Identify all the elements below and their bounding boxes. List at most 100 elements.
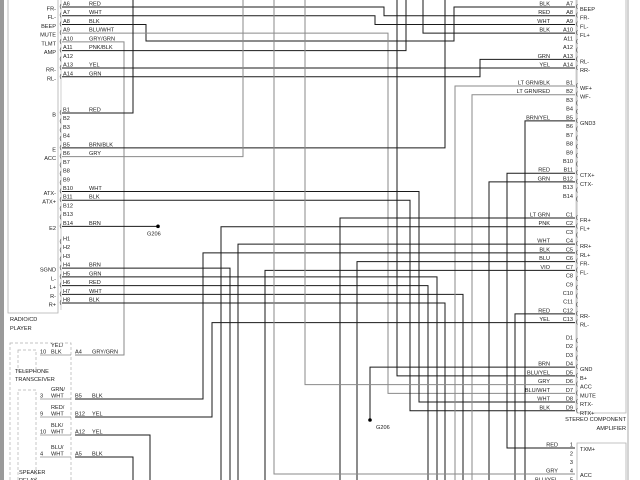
wire <box>369 366 575 420</box>
connector-mark: ( <box>576 179 578 185</box>
speaker_relay-wire-color: BLU/ <box>51 445 64 451</box>
amplifier-wire-color: BLK <box>539 28 550 34</box>
radio-pin-function: SGND <box>40 268 56 274</box>
connector-mark: ( <box>576 232 578 238</box>
wire <box>62 302 446 480</box>
wire <box>62 285 429 480</box>
speaker_relay-wire-color: WHT <box>51 430 64 436</box>
radio-pin-label: A9 <box>63 28 70 34</box>
wire <box>62 6 575 42</box>
amplifier-pin-label: C10 <box>563 291 573 297</box>
connector-mark: ( <box>576 241 578 247</box>
amplifier-pin-function: RR+ <box>580 244 591 250</box>
amplifier-pin-label: B4 <box>566 107 573 113</box>
amplifier-wire-color: BLU <box>539 256 550 262</box>
connector-mark: ( <box>576 170 578 176</box>
radio-pin-label: B14 <box>63 221 73 227</box>
connector-mark: ( <box>60 48 62 54</box>
connector-mark: ( <box>60 248 62 254</box>
amplifier-pin-function: CTX- <box>580 182 593 188</box>
radio-pin-label: H1 <box>63 237 70 243</box>
connector-mark: ( <box>60 223 62 229</box>
wire <box>471 94 575 480</box>
radio-pin-label: H7 <box>63 289 70 295</box>
connector-mark: ( <box>60 256 62 262</box>
radio-pin-label: B5 <box>63 142 70 148</box>
amplifier-pin-label: C3 <box>566 230 573 236</box>
radio-pin-function: R- <box>50 294 56 300</box>
amplifier-pin-function: MUTE <box>580 393 596 399</box>
amplifier-pin-label: D9 <box>566 405 573 411</box>
connector-mark: ( <box>576 320 578 326</box>
radio-pin-function: MUTE <box>40 33 56 39</box>
radio-pin-label: B3 <box>63 125 70 131</box>
txm-pin-function: ACC <box>580 473 592 479</box>
amplifier-box <box>576 0 627 414</box>
wire <box>62 32 575 394</box>
speaker_relay-connector-pin: B12 <box>75 412 85 418</box>
connector-mark: ( <box>60 65 62 71</box>
amplifier-wire-color: YEL <box>539 63 550 69</box>
radio-wire-color: BRN/BLK <box>89 142 113 148</box>
wire <box>62 0 134 114</box>
amplifier-pin-function: GND <box>580 367 592 373</box>
wire <box>75 456 134 480</box>
amplifier-pin-label: A14 <box>563 63 573 69</box>
speaker_relay-pin-label: 3 <box>40 394 43 400</box>
speaker_relay-wire-color: WHT <box>51 412 64 418</box>
wire <box>304 0 575 386</box>
amplifier-pin-label: B12 <box>563 176 573 182</box>
amplifier-pin-function: CTX+ <box>580 173 594 179</box>
wire <box>62 0 244 158</box>
amplifier-pin-function: FR- <box>580 262 589 268</box>
txm-pin-label: 2 <box>570 452 573 458</box>
connector-mark: ( <box>576 196 578 202</box>
ground-label: G206 <box>147 231 161 237</box>
wire <box>524 120 575 480</box>
radio-pin-function: R+ <box>49 303 56 309</box>
connector-mark: ( <box>576 347 578 353</box>
radio-pin-function: RL- <box>47 76 56 82</box>
connector-mark: ( <box>576 364 578 370</box>
amplifier-pin-label: B5 <box>566 115 573 121</box>
telephone-wire-color: BLK <box>51 350 62 356</box>
connector-mark: ( <box>60 206 62 212</box>
amplifier-pin-label: C8 <box>566 274 573 280</box>
amplifier-pin-function: FR+ <box>580 218 591 224</box>
amplifier-pin-function: WF+ <box>580 86 592 92</box>
radio-name: RADIO/CD <box>10 317 37 323</box>
radio-pin-label: A11 <box>63 45 73 51</box>
txm-pin-function: TXM+ <box>580 447 595 453</box>
txm-pin-label: 3 <box>570 460 573 466</box>
connector-mark: ( <box>576 161 578 167</box>
txm-wire-color: GRY <box>546 469 558 475</box>
radio-pin-label: B7 <box>63 160 70 166</box>
amplifier-pin-label: B6 <box>566 124 573 130</box>
radio-pin-label: H4 <box>63 263 70 269</box>
telephone-name: TELEPHONE <box>15 369 49 375</box>
radio-wire-color: PNK/BLK <box>89 45 113 51</box>
radio-wire-color: BLK <box>89 195 100 201</box>
radio-pin-function: L+ <box>50 285 56 291</box>
telephone-relay-dashed-box <box>9 342 72 480</box>
radio-wire-color: YEL <box>89 63 100 69</box>
radio-wire-color: GRY/GRN <box>89 36 115 42</box>
ground-label: G206 <box>376 425 390 431</box>
connector-mark: ( <box>60 274 62 280</box>
radio-pin-function: ATX+ <box>42 200 56 206</box>
amplifier-pin-function: RL- <box>580 323 589 329</box>
connector-mark: ( <box>576 250 578 256</box>
connector-mark: ( <box>576 311 578 317</box>
amplifier-pin-function: ACC <box>580 385 592 391</box>
radio-pin-label: A14 <box>63 71 73 77</box>
wire <box>506 172 575 449</box>
speaker-relay-inner-box <box>17 389 37 480</box>
wire <box>62 6 575 17</box>
amplifier-pin-function: RR- <box>580 68 590 74</box>
wire <box>75 322 575 418</box>
amplifier-name: STEREO COMPONENT <box>565 417 626 423</box>
connector-mark: ( <box>576 30 578 36</box>
radio-wire-color: RED <box>89 280 101 286</box>
amplifier-pin-label: D5 <box>566 370 573 376</box>
connector-mark: ( <box>576 276 578 282</box>
